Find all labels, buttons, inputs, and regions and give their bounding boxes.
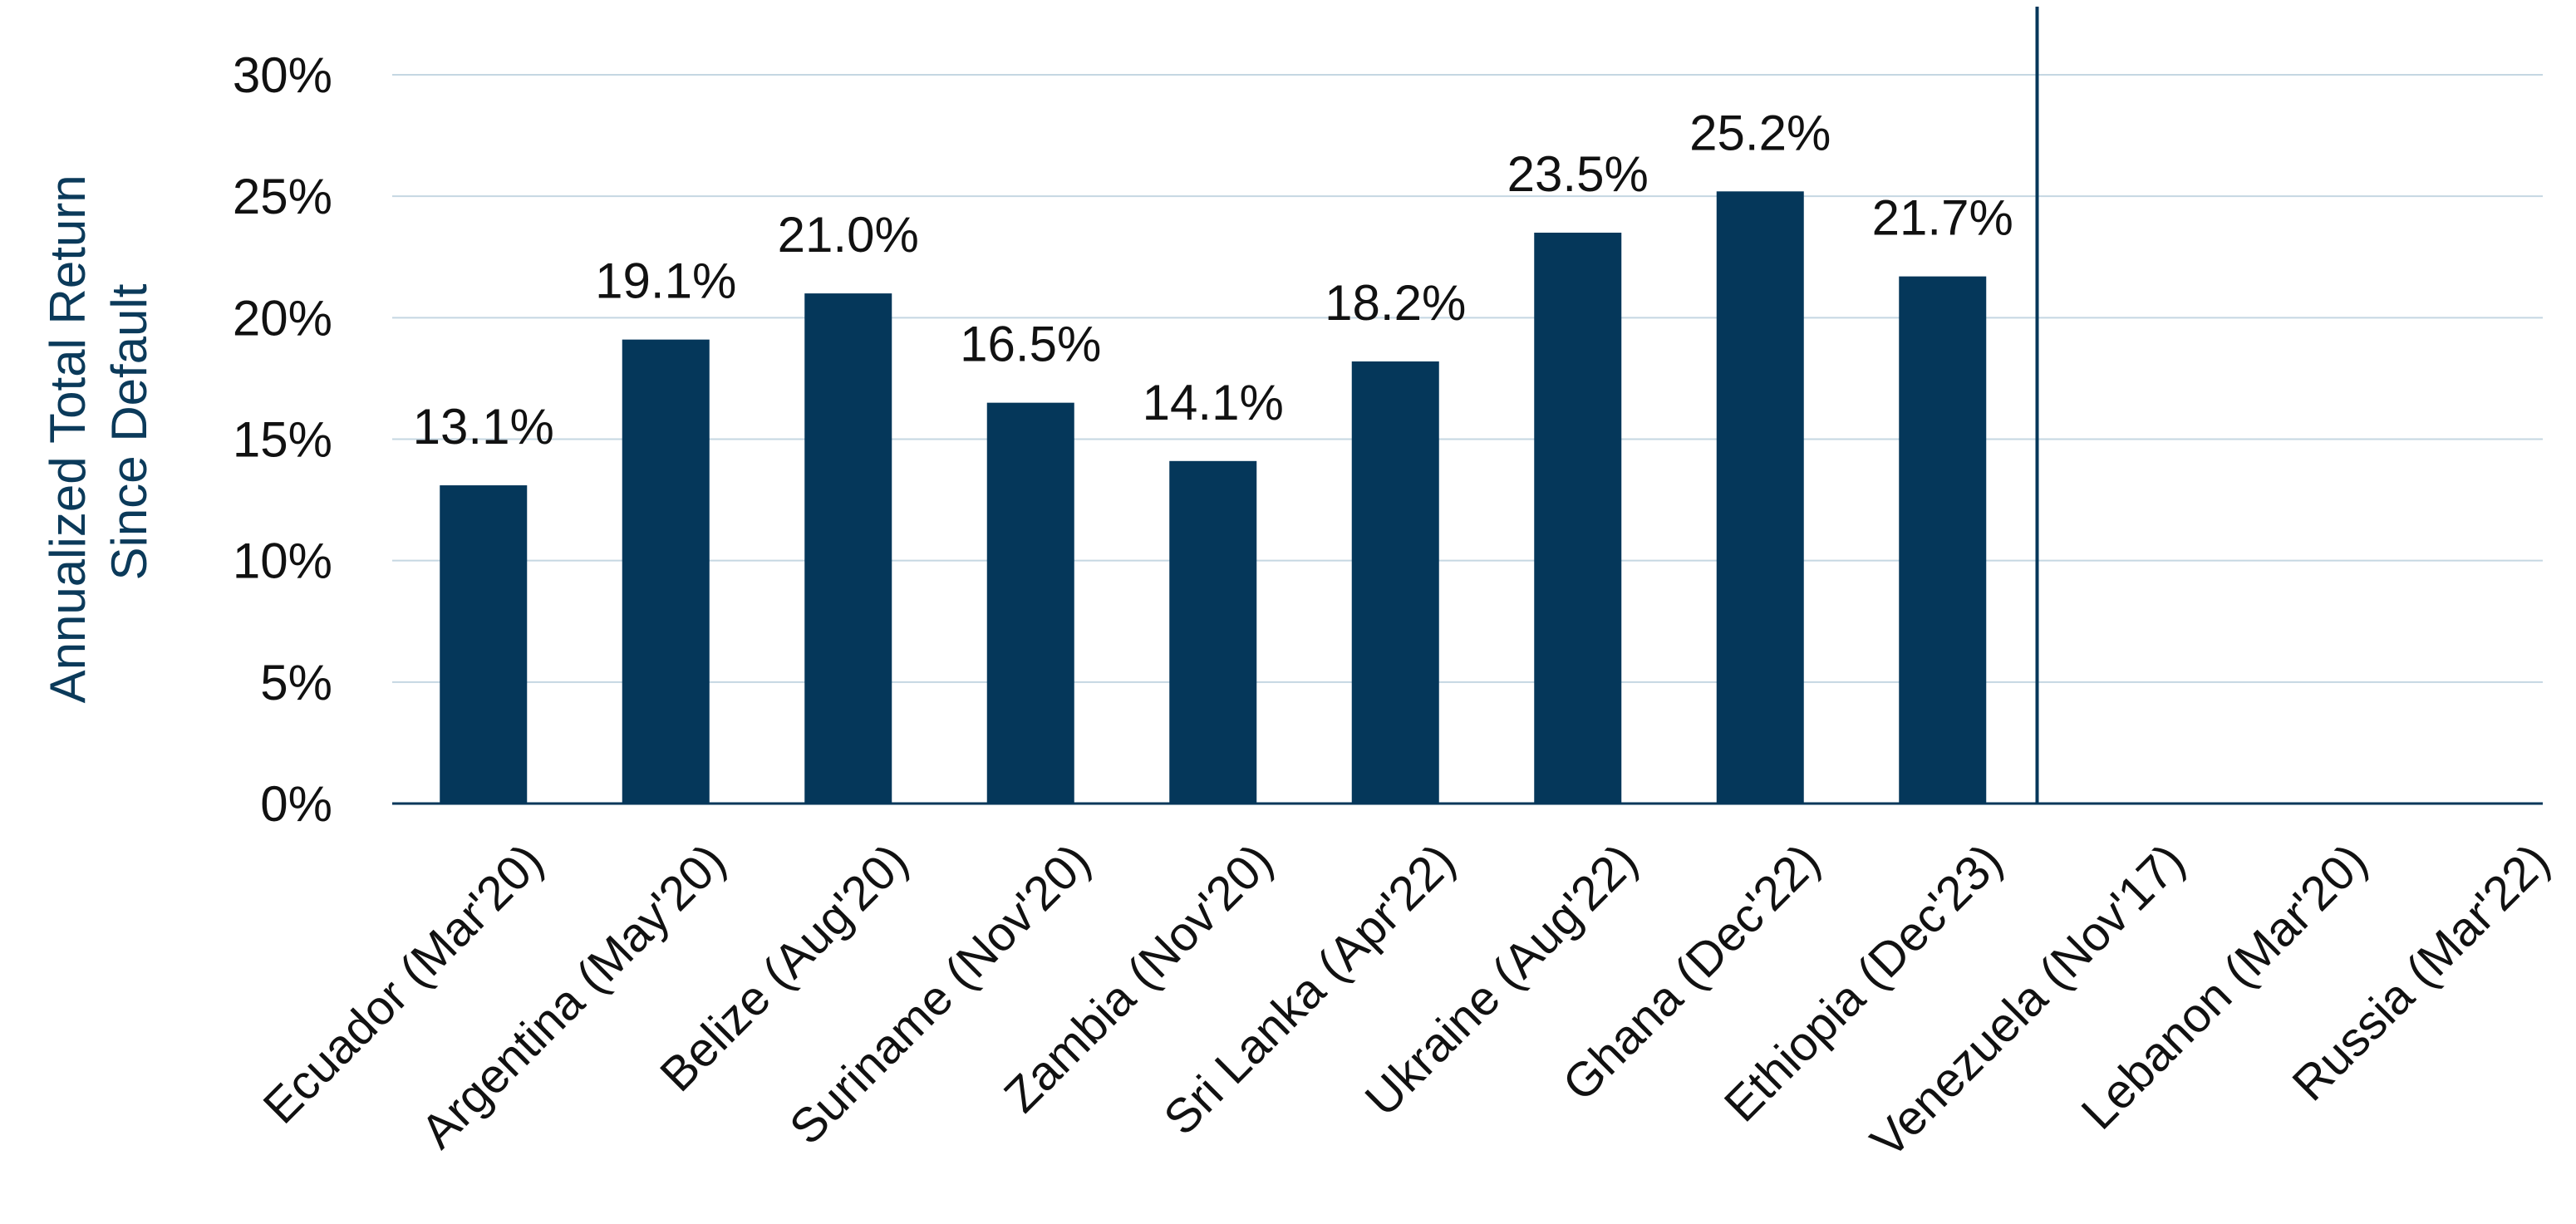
bar [1899, 276, 1987, 804]
y-tick-label: 5% [260, 655, 332, 710]
x-axis-category-labels: Ecuador (Mar'20)Argentina (May'20)Belize… [253, 833, 2559, 1168]
bars [440, 191, 1987, 804]
y-axis-title: Annualized Total Return Since Default [40, 161, 157, 704]
bar [1351, 361, 1439, 804]
data-label: 25.2% [1689, 105, 1831, 160]
data-label: 23.5% [1507, 146, 1649, 202]
y-tick-label: 15% [233, 412, 332, 468]
data-label: 19.1% [595, 253, 736, 309]
y-axis-title-line-1: Annualized Total Return [40, 175, 96, 703]
bar [804, 293, 892, 804]
data-label: 16.5% [960, 317, 1101, 372]
data-label: 13.1% [413, 399, 554, 455]
category-label: Argentina (May'20) [410, 833, 735, 1158]
y-tick-label: 0% [260, 776, 332, 832]
y-tick-label: 25% [233, 169, 332, 224]
bar [1169, 460, 1257, 804]
category-label: Suriname (Nov'20) [779, 833, 1101, 1155]
category-label: Venezuela (Nov'17) [1861, 833, 2195, 1168]
data-label: 14.1% [1143, 375, 1284, 430]
bar [1534, 233, 1622, 804]
gridlines [392, 74, 2543, 683]
data-labels: 13.1% 19.1% 21.0% 16.5% 14.1% 18.2% 23.5% 25.2%… [413, 105, 2013, 455]
bar [440, 485, 528, 804]
bar [1716, 191, 1804, 804]
bar [986, 402, 1074, 804]
y-axis-tick-labels: 0% 5% 10% 15% 20% 25% 30% [233, 47, 332, 832]
data-label: 21.0% [778, 207, 919, 263]
data-label: 18.2% [1325, 275, 1466, 331]
y-tick-label: 20% [233, 290, 332, 346]
bar [622, 339, 710, 804]
data-label: 21.7% [1872, 190, 2013, 246]
y-axis-title-line-2: Since Default [101, 283, 157, 580]
y-tick-label: 30% [233, 47, 332, 103]
y-tick-label: 10% [233, 533, 332, 589]
